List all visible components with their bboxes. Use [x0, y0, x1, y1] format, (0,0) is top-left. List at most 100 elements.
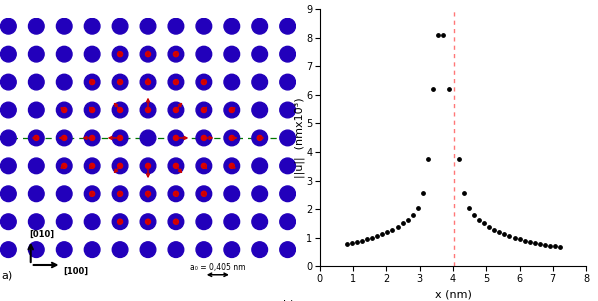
- Point: [378, 232, 388, 237]
- Circle shape: [1, 242, 16, 257]
- Circle shape: [196, 74, 212, 90]
- Circle shape: [145, 163, 151, 168]
- Circle shape: [280, 18, 295, 34]
- Point: [545, 243, 555, 248]
- Point: [423, 157, 433, 161]
- Circle shape: [140, 242, 156, 257]
- Circle shape: [56, 74, 72, 90]
- Point: [550, 244, 560, 249]
- Circle shape: [173, 79, 178, 85]
- Circle shape: [196, 186, 212, 202]
- Circle shape: [196, 46, 212, 62]
- Circle shape: [145, 52, 151, 57]
- Circle shape: [56, 18, 72, 34]
- Circle shape: [140, 186, 156, 202]
- Point: [509, 235, 519, 240]
- Circle shape: [145, 191, 151, 196]
- Circle shape: [1, 46, 16, 62]
- Point: [362, 237, 372, 242]
- Circle shape: [257, 135, 262, 141]
- Point: [484, 225, 494, 229]
- Circle shape: [56, 130, 72, 146]
- Point: [434, 33, 443, 37]
- Circle shape: [145, 79, 151, 85]
- Circle shape: [1, 186, 16, 202]
- Circle shape: [29, 130, 44, 146]
- Point: [342, 241, 352, 246]
- Circle shape: [29, 242, 44, 257]
- Circle shape: [224, 74, 240, 90]
- Point: [454, 157, 463, 161]
- Circle shape: [34, 135, 39, 141]
- Point: [535, 241, 545, 246]
- Point: [398, 221, 408, 226]
- Circle shape: [112, 242, 128, 257]
- Circle shape: [112, 102, 128, 118]
- Text: [100]: [100]: [63, 266, 88, 275]
- Point: [505, 234, 514, 238]
- Circle shape: [112, 46, 128, 62]
- Circle shape: [168, 242, 184, 257]
- Circle shape: [29, 158, 44, 174]
- Circle shape: [168, 74, 184, 90]
- Point: [347, 240, 356, 245]
- Circle shape: [84, 186, 100, 202]
- Circle shape: [196, 242, 212, 257]
- Y-axis label: ||u||  (nmx10³): ||u|| (nmx10³): [294, 98, 304, 178]
- Circle shape: [112, 130, 128, 146]
- Circle shape: [1, 130, 16, 146]
- Circle shape: [118, 219, 123, 224]
- Circle shape: [168, 46, 184, 62]
- Circle shape: [202, 191, 206, 196]
- Circle shape: [84, 46, 100, 62]
- Point: [520, 238, 529, 243]
- Circle shape: [280, 130, 295, 146]
- Circle shape: [280, 46, 295, 62]
- Circle shape: [252, 130, 267, 146]
- Circle shape: [56, 158, 72, 174]
- Circle shape: [29, 186, 44, 202]
- Circle shape: [224, 102, 240, 118]
- Circle shape: [29, 46, 44, 62]
- Circle shape: [29, 74, 44, 90]
- Circle shape: [202, 79, 206, 85]
- Circle shape: [252, 158, 267, 174]
- Circle shape: [252, 214, 267, 230]
- Circle shape: [140, 74, 156, 90]
- Circle shape: [196, 102, 212, 118]
- Circle shape: [224, 214, 240, 230]
- Circle shape: [118, 135, 123, 141]
- Circle shape: [112, 74, 128, 90]
- Circle shape: [173, 191, 178, 196]
- Circle shape: [90, 191, 94, 196]
- Point: [459, 190, 468, 195]
- Circle shape: [252, 74, 267, 90]
- Circle shape: [118, 79, 123, 85]
- Circle shape: [56, 186, 72, 202]
- Circle shape: [202, 135, 206, 141]
- Circle shape: [252, 46, 267, 62]
- Point: [474, 217, 484, 222]
- Circle shape: [224, 158, 240, 174]
- Circle shape: [224, 242, 240, 257]
- Circle shape: [229, 135, 234, 141]
- Circle shape: [168, 18, 184, 34]
- Circle shape: [1, 74, 16, 90]
- Circle shape: [202, 107, 206, 113]
- Point: [429, 86, 438, 91]
- Circle shape: [173, 135, 178, 141]
- Point: [479, 221, 489, 226]
- Point: [367, 235, 377, 240]
- Point: [403, 217, 413, 222]
- Text: a): a): [1, 271, 13, 281]
- Text: [010]: [010]: [29, 229, 54, 238]
- Circle shape: [280, 102, 295, 118]
- Circle shape: [196, 130, 212, 146]
- Circle shape: [224, 46, 240, 62]
- Circle shape: [62, 163, 67, 168]
- Point: [358, 238, 367, 243]
- Circle shape: [112, 214, 128, 230]
- Point: [530, 240, 539, 245]
- Circle shape: [280, 158, 295, 174]
- Text: b): b): [283, 300, 294, 301]
